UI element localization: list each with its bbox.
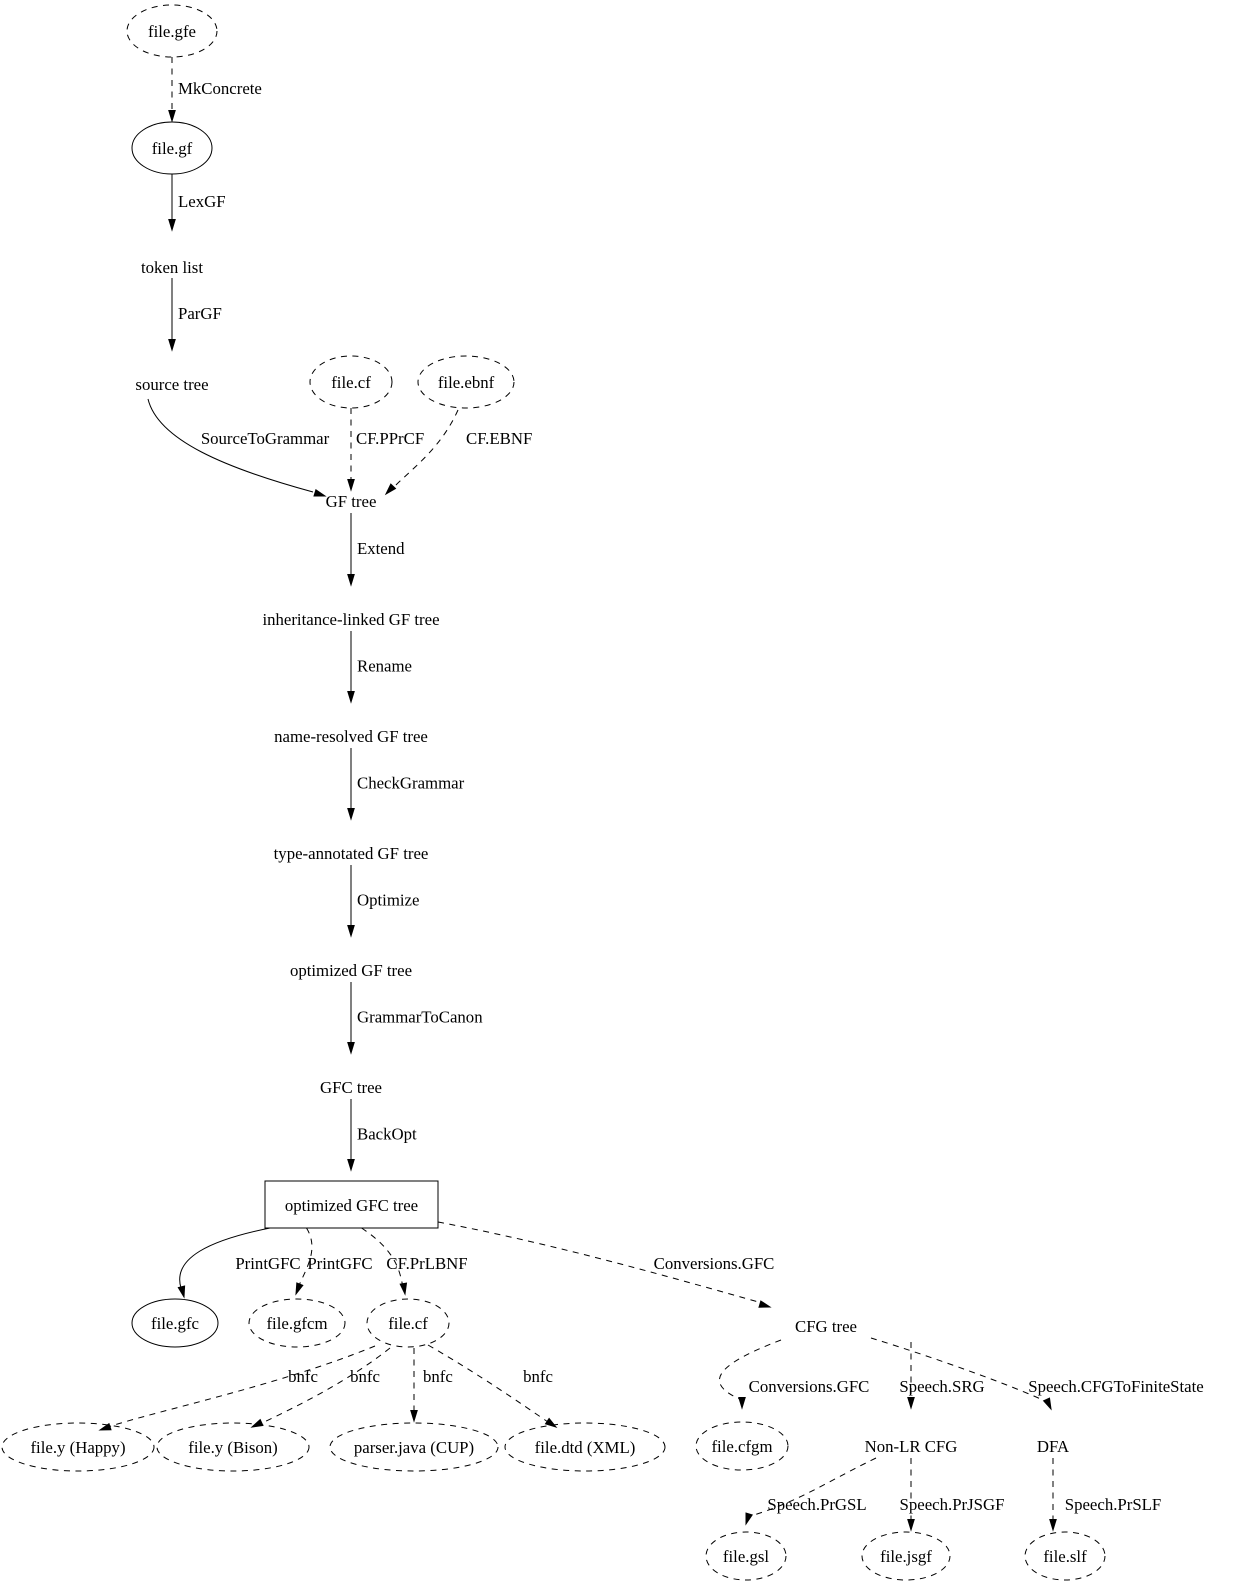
svg-text:bnfc: bnfc bbox=[423, 1367, 453, 1386]
svg-text:file.y (Bison): file.y (Bison) bbox=[188, 1438, 278, 1457]
svg-text:file.ebnf: file.ebnf bbox=[438, 373, 495, 392]
svg-text:CheckGrammar: CheckGrammar bbox=[357, 774, 465, 793]
svg-text:file.slf: file.slf bbox=[1043, 1547, 1087, 1566]
svg-text:ParGF: ParGF bbox=[178, 304, 222, 323]
svg-text:PrintGFC: PrintGFC bbox=[307, 1254, 372, 1273]
svg-text:file.gf: file.gf bbox=[152, 139, 193, 158]
svg-text:optimized GFC tree: optimized GFC tree bbox=[285, 1196, 418, 1215]
svg-text:PrintGFC: PrintGFC bbox=[235, 1254, 300, 1273]
svg-text:Conversions.GFC: Conversions.GFC bbox=[654, 1254, 775, 1273]
svg-text:SourceToGrammar: SourceToGrammar bbox=[201, 429, 330, 448]
svg-text:file.cfgm: file.cfgm bbox=[711, 1437, 772, 1456]
svg-text:GF tree: GF tree bbox=[326, 492, 377, 511]
svg-text:optimized GF tree: optimized GF tree bbox=[290, 961, 412, 980]
svg-text:name-resolved GF tree: name-resolved GF tree bbox=[274, 727, 428, 746]
svg-text:bnfc: bnfc bbox=[350, 1367, 380, 1386]
svg-text:file.gfc: file.gfc bbox=[151, 1314, 199, 1333]
svg-text:GFC tree: GFC tree bbox=[320, 1078, 382, 1097]
svg-text:parser.java (CUP): parser.java (CUP) bbox=[354, 1438, 474, 1457]
svg-text:Non-LR CFG: Non-LR CFG bbox=[865, 1437, 958, 1456]
svg-text:file.dtd (XML): file.dtd (XML) bbox=[535, 1438, 636, 1457]
svg-text:CF.PPrCF: CF.PPrCF bbox=[356, 429, 424, 448]
svg-text:inheritance-linked GF tree: inheritance-linked GF tree bbox=[262, 610, 439, 629]
svg-text:file.jsgf: file.jsgf bbox=[880, 1547, 932, 1566]
svg-text:type-annotated GF tree: type-annotated GF tree bbox=[274, 844, 429, 863]
svg-text:Speech.PrGSL: Speech.PrGSL bbox=[767, 1495, 866, 1514]
svg-text:token list: token list bbox=[141, 258, 203, 277]
svg-text:GrammarToCanon: GrammarToCanon bbox=[357, 1008, 483, 1027]
svg-text:LexGF: LexGF bbox=[178, 192, 226, 211]
svg-text:Speech.CFGToFiniteState: Speech.CFGToFiniteState bbox=[1028, 1377, 1203, 1396]
svg-text:file.y (Happy): file.y (Happy) bbox=[30, 1438, 125, 1457]
svg-text:bnfc: bnfc bbox=[523, 1367, 553, 1386]
svg-text:file.gfe: file.gfe bbox=[148, 22, 196, 41]
svg-text:bnfc: bnfc bbox=[288, 1367, 318, 1386]
svg-text:source tree: source tree bbox=[135, 375, 208, 394]
svg-text:file.cf: file.cf bbox=[331, 373, 371, 392]
svg-text:CF.PrLBNF: CF.PrLBNF bbox=[386, 1254, 467, 1273]
svg-text:CFG tree: CFG tree bbox=[795, 1317, 857, 1336]
svg-text:file.gsl: file.gsl bbox=[723, 1547, 769, 1566]
svg-text:Speech.PrJSGF: Speech.PrJSGF bbox=[900, 1495, 1005, 1514]
svg-text:CF.EBNF: CF.EBNF bbox=[466, 429, 532, 448]
svg-text:Speech.SRG: Speech.SRG bbox=[899, 1377, 984, 1396]
svg-text:BackOpt: BackOpt bbox=[357, 1125, 417, 1144]
svg-text:Speech.PrSLF: Speech.PrSLF bbox=[1065, 1495, 1162, 1514]
svg-text:Optimize: Optimize bbox=[357, 891, 419, 910]
svg-text:file.gfcm: file.gfcm bbox=[266, 1314, 327, 1333]
svg-text:file.cf: file.cf bbox=[388, 1314, 428, 1333]
svg-text:Extend: Extend bbox=[357, 539, 405, 558]
svg-text:DFA: DFA bbox=[1037, 1437, 1069, 1456]
svg-text:Conversions.GFC: Conversions.GFC bbox=[749, 1377, 870, 1396]
svg-text:MkConcrete: MkConcrete bbox=[178, 79, 262, 98]
svg-text:Rename: Rename bbox=[357, 657, 412, 676]
